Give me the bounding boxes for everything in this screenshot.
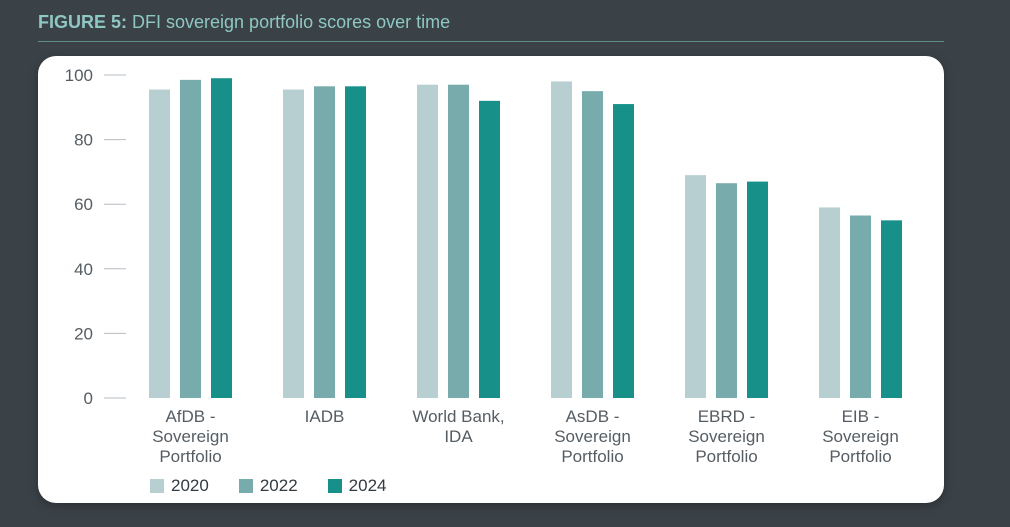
bar (479, 100, 500, 398)
figure-number: FIGURE 5: (38, 12, 128, 32)
x-category-label: AsDB -Sovereign Portfolio (554, 407, 631, 466)
bar (417, 84, 438, 398)
legend-swatch (327, 479, 342, 493)
legend-label: 2024 (348, 476, 387, 495)
y-tick-label: 60 (74, 195, 93, 214)
bar (582, 91, 603, 399)
chart-legend: 2020 2022 2024 (150, 476, 386, 496)
bar (551, 81, 572, 399)
y-tick-label: 80 (74, 131, 93, 150)
bar-chart: 0 20 40 60 80 100 AfDB -Sovereign Portfolio IADB… (65, 66, 902, 466)
legend-label: 2020 (171, 476, 209, 495)
chart-card: 0 20 40 60 80 100 AfDB -Sovereign Portfolio IADB… (38, 56, 944, 503)
legend-item: 2024 (327, 476, 387, 496)
legend-item: 2022 (238, 476, 298, 496)
legend-swatch (150, 479, 164, 493)
y-tick-label: 40 (74, 260, 93, 279)
bar (685, 175, 706, 398)
bar (345, 86, 366, 399)
bar (613, 104, 634, 398)
title-divider (38, 41, 944, 42)
x-category-label: EIB -Sovereign Portfolio (822, 407, 899, 466)
bar (819, 207, 840, 398)
bar (448, 84, 469, 398)
y-tick-label: 20 (74, 324, 93, 343)
bar (881, 220, 902, 398)
bar (180, 79, 201, 398)
figure-caption: DFI sovereign portfolio scores over time (127, 12, 451, 32)
y-tick-label: 0 (84, 389, 93, 408)
bar (850, 215, 871, 398)
legend-item: 2020 (150, 476, 209, 496)
legend-swatch (238, 479, 253, 493)
bar (283, 89, 304, 398)
bar (314, 86, 335, 399)
bar (211, 78, 232, 399)
y-tick-label: 100 (65, 66, 93, 85)
bar (716, 183, 737, 398)
bar (747, 181, 768, 398)
x-category-label: AfDB -Sovereign Portfolio (152, 407, 229, 466)
x-category-label: EBRD -Sovereign Portfolio (688, 407, 765, 466)
bar (149, 89, 170, 398)
figure-title: FIGURE 5: DFI sovereign portfolio scores… (38, 12, 450, 33)
x-category-label: World Bank, IDA (412, 407, 504, 446)
x-category-label: IADB (305, 407, 345, 426)
legend-label: 2022 (259, 476, 298, 495)
